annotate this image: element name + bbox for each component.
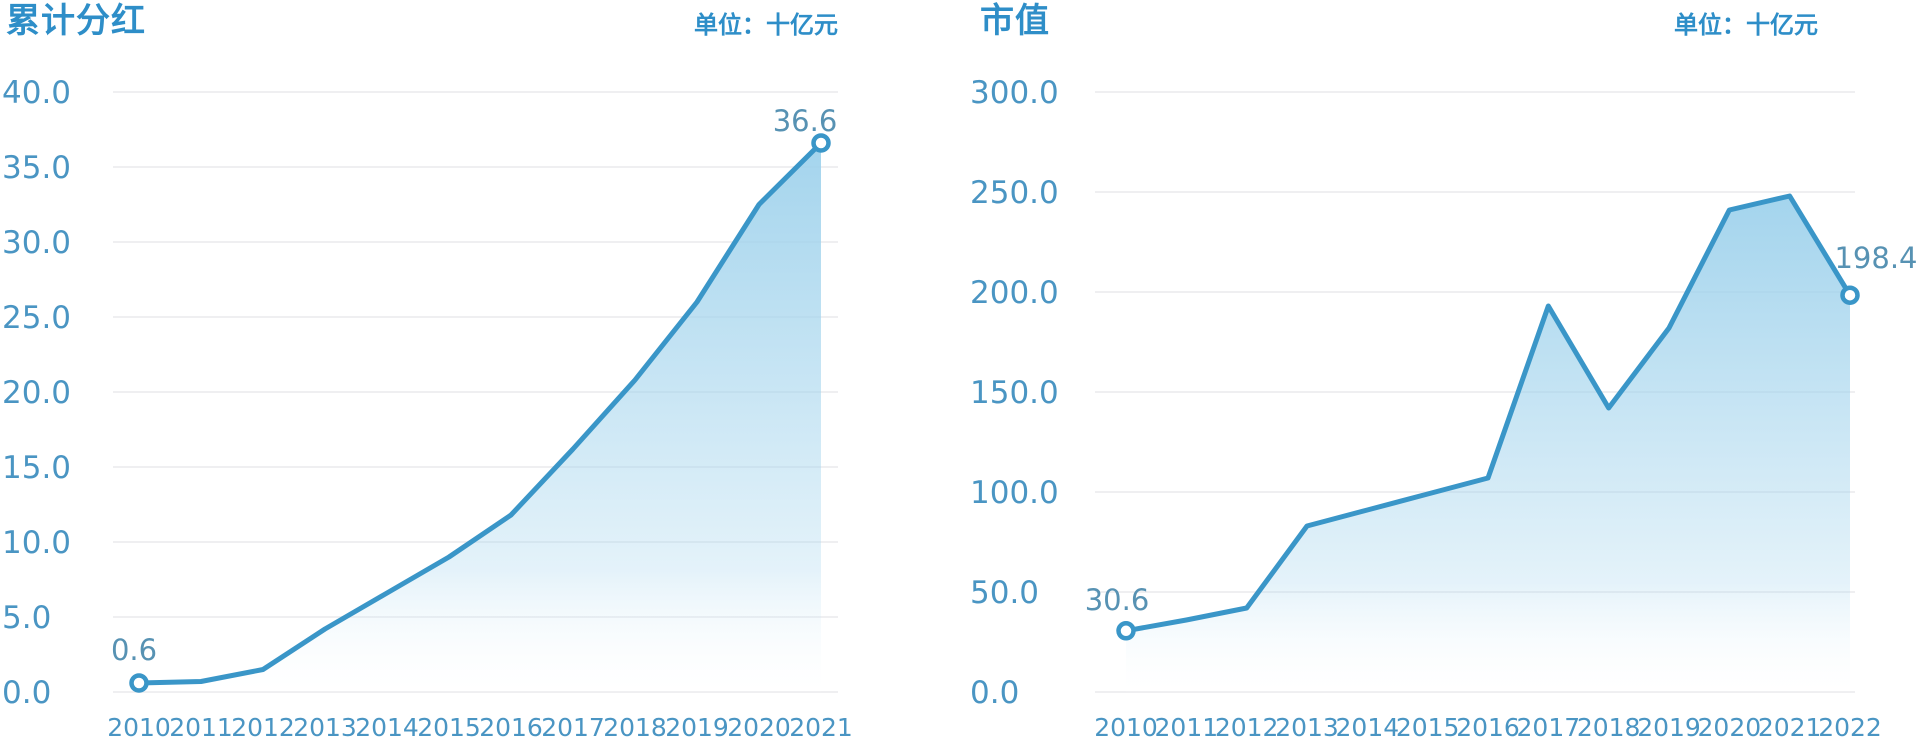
y-tick-label: 20.0 [2, 375, 71, 411]
chart-title: 市值 [980, 1, 1050, 41]
x-tick-label: 2011 [1155, 713, 1219, 742]
y-tick-label: 0.0 [970, 675, 1019, 711]
x-tick-label: 2011 [169, 713, 233, 742]
market-value-area-chart: 300.0 250.0 200.0 150.0 100.0 50.0 0.0 20102011… [970, 75, 1918, 742]
chart-title: 累计分红 [6, 1, 146, 41]
y-tick-label: 50.0 [970, 575, 1039, 611]
x-tick-label: 2020 [1698, 713, 1762, 742]
x-tick-label: 2013 [293, 713, 357, 742]
x-tick-label: 2019 [1637, 713, 1701, 742]
x-tick-label: 2016 [1456, 713, 1520, 742]
y-tick-label: 25.0 [2, 300, 71, 336]
y-tick-label: 30.0 [2, 225, 71, 261]
y-tick-label: 150.0 [970, 375, 1059, 411]
x-tick-label: 2010 [107, 713, 171, 742]
x-tick-label: 2021 [789, 713, 853, 742]
y-tick-label: 300.0 [970, 75, 1059, 111]
unit-label: 单位：十亿元 [1674, 11, 1818, 39]
x-tick-label: 2013 [1275, 713, 1339, 742]
x-tick-label: 2020 [727, 713, 791, 742]
y-tick-label: 10.0 [2, 525, 71, 561]
x-tick-label: 2018 [1577, 713, 1641, 742]
x-tick-label: 2014 [355, 713, 419, 742]
x-tick-label: 2016 [479, 713, 543, 742]
x-tick-label: 2021 [1758, 713, 1822, 742]
x-tick-label: 2012 [231, 713, 295, 742]
x-tick-label: 2010 [1094, 713, 1158, 742]
y-axis-labels: 300.0 250.0 200.0 150.0 100.0 50.0 0.0 [970, 75, 1059, 711]
first-point-marker [129, 673, 149, 693]
x-tick-label: 2022 [1818, 713, 1882, 742]
cumulative-dividends-area-chart: 40.035.030.025.020.015.010.05.00.0201020… [2, 75, 853, 742]
x-tick-label: 2015 [1396, 713, 1460, 742]
x-tick-label: 2014 [1336, 713, 1400, 742]
first-point-marker [1116, 621, 1136, 641]
series-line [136, 140, 824, 686]
y-axis-labels: 40.0 35.0 30.0 25.0 20.0 15.0 10.0 5.0 0.0 [2, 75, 71, 711]
y-tick-label: 100.0 [970, 475, 1059, 511]
first-point-label: 30.6 [1085, 583, 1150, 617]
first-point-label: 0.6 [111, 633, 157, 667]
x-tick-label: 2018 [603, 713, 667, 742]
x-tick-label: 2017 [1517, 713, 1581, 742]
chart-cumulative-dividends: 累计分红 单位：十亿元 40.0 35.0 30.0 25.0 20.0 15.0 10.0… [0, 0, 940, 745]
x-tick-label: 2019 [665, 713, 729, 742]
y-tick-label: 35.0 [2, 150, 71, 186]
last-point-marker [811, 133, 831, 153]
y-tick-label: 0.0 [2, 675, 51, 711]
x-axis-labels: 2010201120122013201420152016201720182019… [1094, 713, 1882, 742]
x-tick-label: 2015 [417, 713, 481, 742]
x-tick-label: 2017 [541, 713, 605, 742]
y-tick-label: 40.0 [2, 75, 71, 111]
y-tick-label: 250.0 [970, 175, 1059, 211]
x-axis-labels: 2010201120122013201420152016201720182019… [107, 713, 853, 742]
last-point-label: 36.6 [773, 104, 838, 138]
x-tick-label: 2012 [1215, 713, 1279, 742]
series-area-fill [139, 143, 821, 692]
chart-market-value: 市值 单位：十亿元 300.0 250.0 200.0 150.0 100.0 50.0 0… [960, 0, 1920, 745]
y-tick-label: 5.0 [2, 600, 51, 636]
unit-label: 单位：十亿元 [694, 11, 838, 39]
series-area-fill [1126, 196, 1850, 692]
y-tick-label: 200.0 [970, 275, 1059, 311]
last-point-label: 198.4 [1834, 241, 1917, 275]
series-line [1123, 193, 1853, 634]
y-tick-label: 15.0 [2, 450, 71, 486]
last-point-marker [1840, 285, 1860, 305]
